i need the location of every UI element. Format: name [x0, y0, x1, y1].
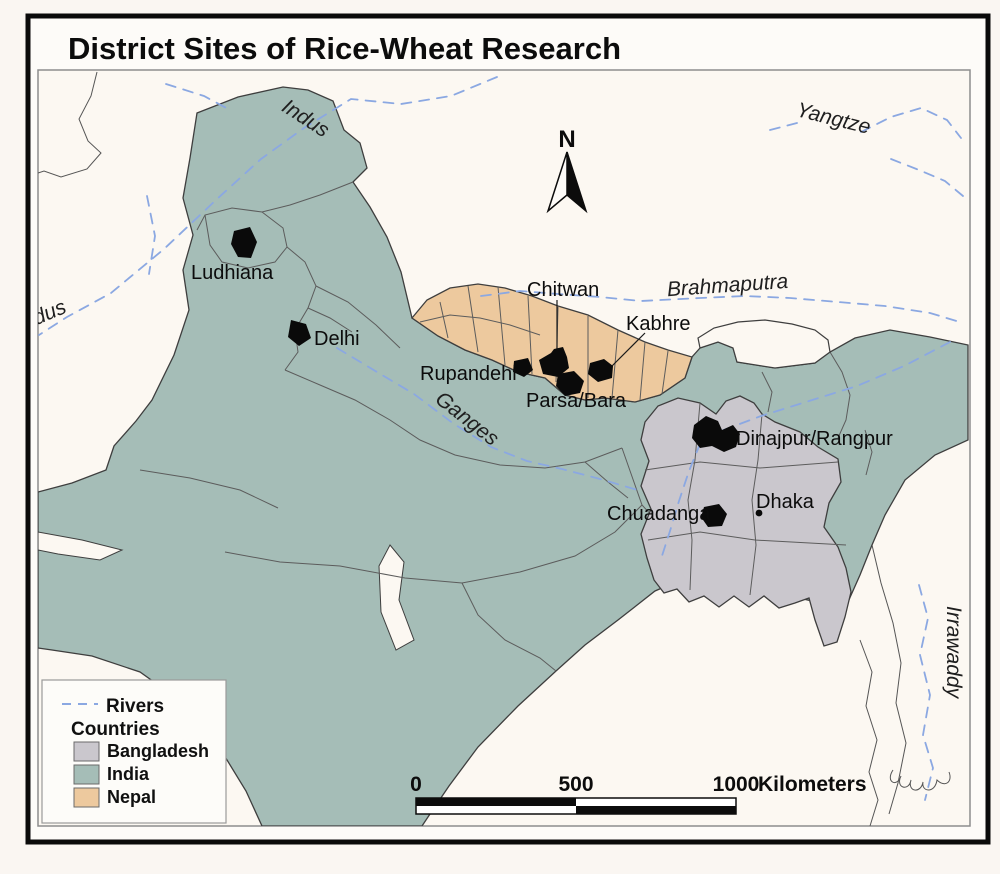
north-arrow-left-half [546, 151, 568, 214]
site-marker-rupandehi [513, 358, 533, 377]
river-ganges [336, 347, 642, 492]
site-marker-ludhiana [231, 227, 257, 258]
scale-bar: 0 500 1000 Kilometers [410, 773, 867, 815]
map-content: Indus Indus Ganges Brahmaputra Yangtze I… [38, 71, 969, 826]
legend-swatch-nepal [73, 787, 100, 808]
river-brahmaputra-assam [660, 341, 951, 560]
scale-tick-1000: 1000 [713, 773, 760, 796]
river-minor-2 [146, 195, 156, 275]
site-label-parsa-bara: Parsa/Bara [526, 390, 627, 412]
other-country-borders [38, 71, 951, 826]
site-marker-chuadanga [701, 504, 727, 527]
country-bangladesh [640, 395, 852, 647]
legend-label-nepal: Nepal [107, 787, 156, 807]
site-labels: Ludhiana Delhi Rupandehi Chitwan Kabhre … [191, 262, 893, 525]
rivers-group [38, 76, 964, 801]
site-marker-chitwan [539, 347, 569, 377]
site-label-kabhre: Kabhre [626, 313, 691, 335]
city-marker-dhaka [755, 509, 763, 517]
north-label: N [558, 126, 575, 153]
legend-swatch-india [73, 764, 100, 785]
river-brahmaputra [480, 290, 964, 324]
legend: Rivers Countries Bangladesh India Nepal [41, 679, 227, 824]
legend-swatch-bangladesh [73, 741, 100, 762]
river-label-irrawaddy: Irrawaddy [942, 606, 965, 700]
site-markers [231, 227, 763, 527]
scale-tick-500: 500 [558, 773, 593, 796]
site-label-delhi: Delhi [314, 328, 360, 350]
scale-bar-seg-1 [416, 798, 576, 806]
scale-tick-0: 0 [410, 773, 422, 796]
legend-label-bangladesh: Bangladesh [107, 741, 209, 761]
site-marker-kabhre [588, 359, 613, 382]
scale-bar-seg-2 [576, 806, 736, 814]
river-indus [38, 76, 498, 336]
legend-box [41, 679, 227, 824]
legend-label-india: India [107, 764, 150, 784]
north-arrow: N [546, 126, 588, 214]
river-yangtze [769, 107, 962, 139]
site-marker-delhi [288, 320, 311, 346]
country-bangladesh-group [640, 395, 852, 647]
site-marker-parsa-bara [556, 371, 584, 396]
india-state-borders [139, 181, 873, 672]
river-yangtze-2 [890, 158, 964, 197]
river-minor-1 [165, 83, 233, 112]
site-label-chitwan: Chitwan [527, 279, 599, 301]
scale-unit: Kilometers [758, 773, 867, 796]
legend-rivers-label: Rivers [106, 696, 164, 717]
site-label-ludhiana: Ludhiana [191, 262, 274, 284]
city-label-dhaka: Dhaka [756, 491, 815, 513]
site-marker-dinajpur-rangpur [692, 416, 740, 452]
country-bhutan [697, 319, 831, 369]
map-title: District Sites of Rice-Wheat Research [68, 31, 621, 66]
site-label-rupandehi: Rupandehi [420, 363, 517, 385]
site-label-chuadanga: Chuadanga [607, 503, 711, 525]
river-irrawaddy [918, 584, 934, 801]
irrawaddy-delta-coast [889, 769, 951, 791]
site-label-dinajpur-rangpur: Dinajpur/Rangpur [736, 428, 893, 450]
legend-countries-label: Countries [71, 719, 160, 740]
